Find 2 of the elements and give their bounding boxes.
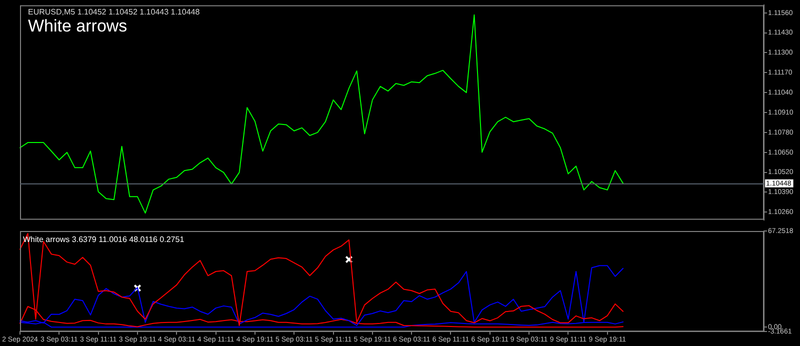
annotation: EURUSD,M5 1.10452 1.10452 1.10443 1.10448 bbox=[28, 7, 200, 16]
text: White arrows bbox=[28, 16, 128, 36]
